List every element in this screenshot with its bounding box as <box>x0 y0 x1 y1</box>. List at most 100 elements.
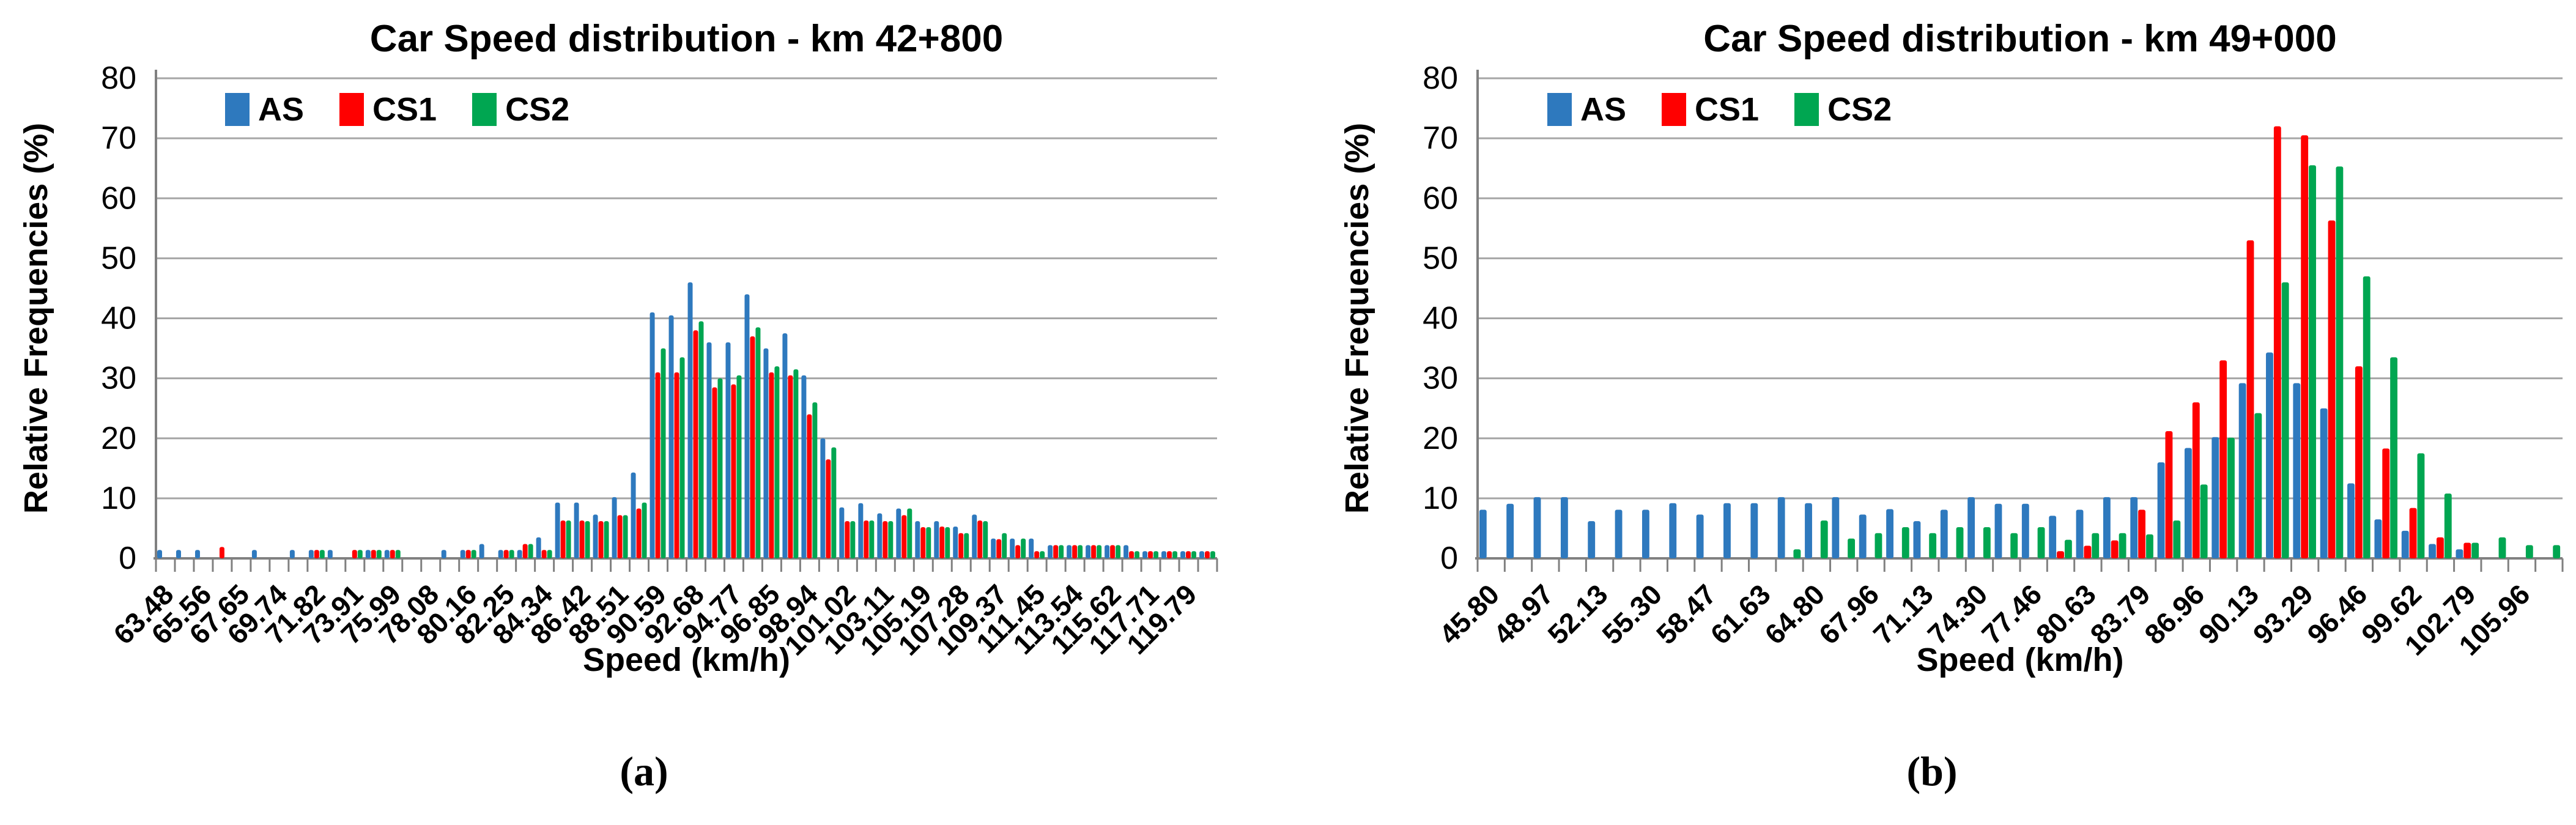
bar <box>1588 521 1596 558</box>
bar <box>579 520 585 558</box>
chart-a: 0102030405060708063.4865.5667.6569.7471.… <box>101 61 1218 662</box>
bar <box>194 550 200 558</box>
x-tick-label: 67.96 <box>1813 578 1885 650</box>
y-tick-label: 0 <box>1440 541 1458 576</box>
chart-a-title: Car Speed distribution - km 42+800 <box>369 18 1004 60</box>
bar <box>395 550 401 558</box>
bar <box>2409 508 2417 558</box>
bar <box>706 342 712 558</box>
legend-item-as: AS <box>225 91 304 128</box>
bar <box>1048 545 1053 558</box>
chart-b: 0 10 20 30 40 50 60 70 80 45.8048.9752.1355.3058.… <box>1423 61 2564 662</box>
bar <box>896 508 901 558</box>
chart-a-x-axis-title: Speed (km/h) <box>582 642 791 678</box>
bar <box>1191 551 1197 558</box>
bar <box>1615 509 1623 558</box>
bar <box>2417 453 2425 558</box>
bar <box>1940 509 1948 558</box>
chart-a-y-axis-title: Relative Frequencies (%) <box>18 122 54 514</box>
bar <box>2309 165 2316 558</box>
bar <box>2138 509 2146 558</box>
y-tick-label: 80 <box>101 61 136 96</box>
bar <box>2463 542 2471 558</box>
bar <box>2076 509 2084 558</box>
bar <box>2146 534 2153 558</box>
bar <box>679 357 685 558</box>
bar <box>2456 549 2463 558</box>
bar <box>1002 533 1007 558</box>
y-tick-label: 30 <box>1423 361 1458 396</box>
bar <box>2064 539 2072 558</box>
bar <box>598 521 604 558</box>
bar <box>1805 503 1812 558</box>
bar <box>907 508 912 558</box>
chart-b-caption: (b) <box>1906 748 1958 794</box>
bar <box>327 550 333 558</box>
x-tick-label: 77.46 <box>1975 578 2048 650</box>
bar <box>926 527 931 558</box>
bar <box>1091 545 1097 558</box>
bar <box>1086 545 1091 558</box>
bar <box>755 327 761 558</box>
bar <box>1186 551 1191 558</box>
bar <box>593 514 598 558</box>
bar <box>2049 516 2057 558</box>
bar <box>1067 545 1072 558</box>
x-tick-label: 71.13 <box>1867 578 1939 650</box>
bar <box>2211 437 2219 558</box>
bars-CS2 <box>1793 165 2561 558</box>
cs2-swatch-icon <box>1794 93 1819 126</box>
x-tick-label: 90.13 <box>2193 578 2265 650</box>
legend-label: CS2 <box>1827 91 1892 128</box>
y-tick-label: 10 <box>1423 481 1458 516</box>
bar <box>1832 497 1840 558</box>
legend-item-cs1: CS1 <box>339 91 437 128</box>
bar <box>1078 545 1083 558</box>
bar <box>901 515 907 558</box>
bar <box>2057 551 2064 558</box>
bar <box>560 520 566 558</box>
bar <box>2498 537 2506 558</box>
chart-b-y-axis-title: Relative Frequencies (%) <box>1339 122 1375 514</box>
bar <box>1750 503 1758 558</box>
bar <box>2328 220 2336 558</box>
bar <box>465 550 471 558</box>
bars-CS1 <box>2057 126 2471 558</box>
legend-item-cs2: CS2 <box>1794 91 1892 128</box>
bar <box>2103 497 2111 558</box>
bar <box>1859 514 1867 558</box>
bar <box>642 502 647 558</box>
bar <box>1994 503 2002 558</box>
bar <box>2374 519 2382 558</box>
bar <box>661 348 666 558</box>
bar <box>479 544 484 558</box>
x-tick-label: 48.97 <box>1487 578 1560 650</box>
bar <box>650 312 655 558</box>
bar <box>2111 540 2119 558</box>
bar <box>1015 545 1021 558</box>
bar <box>498 550 503 558</box>
bar <box>371 550 376 558</box>
bar <box>1723 503 1731 558</box>
bar <box>604 521 609 558</box>
y-tick-label: 0 <box>119 541 136 576</box>
bar <box>983 521 988 558</box>
bar <box>1134 551 1140 558</box>
bar <box>1669 503 1677 558</box>
bar <box>2238 383 2246 558</box>
bar <box>991 538 996 558</box>
bar <box>674 372 679 558</box>
bar <box>2200 484 2208 558</box>
gridlines: 0 10 20 30 40 50 60 70 80 <box>1423 61 2563 576</box>
bar <box>831 447 837 558</box>
bar <box>1105 545 1110 558</box>
bar <box>864 520 869 558</box>
bar <box>1956 527 1964 558</box>
bar <box>1560 497 1568 558</box>
bar <box>2382 448 2390 558</box>
chart-b-legend: AS CS1 CS2 <box>1547 91 1892 128</box>
bar <box>958 533 964 558</box>
bar <box>1479 509 1487 558</box>
bar <box>2021 503 2029 558</box>
